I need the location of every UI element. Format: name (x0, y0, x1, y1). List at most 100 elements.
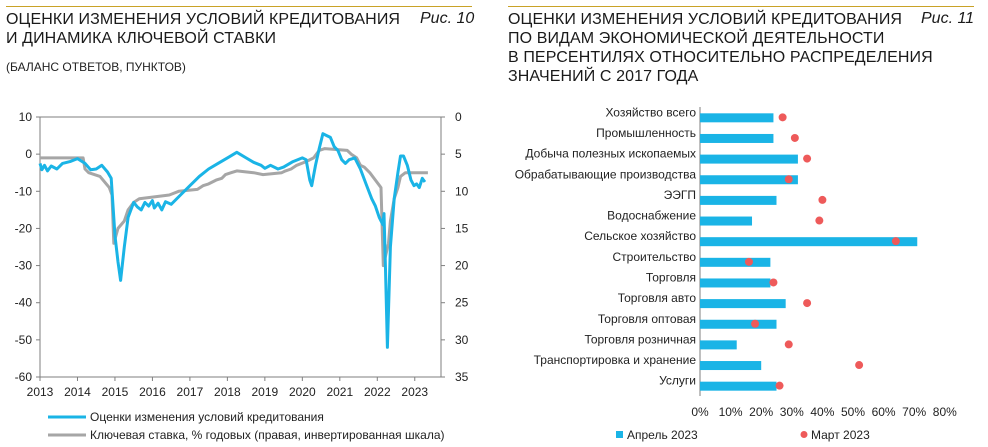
figure-11-title-line: ПО ВИДАМ ЭКОНОМИЧЕСКОЙ ДЕЯТЕЛЬНОСТИ (508, 30, 885, 47)
bar-april-2023 (700, 381, 777, 391)
right-axis-tick-label: 35 (455, 370, 469, 384)
x-axis-tick-label: 2020 (289, 385, 316, 399)
right-axis-tick-label: 5 (455, 147, 462, 161)
category-label: Торговля оптовая (598, 312, 696, 326)
bar-april-2023 (700, 133, 774, 143)
left-axis-tick-label: -20 (15, 221, 33, 235)
x-axis-tick-label: 20% (749, 405, 773, 419)
dot-march-2023 (784, 340, 793, 349)
bar-chart: Хозяйство всего Промышленность Добыча поле… (515, 105, 957, 442)
x-axis-tick-label: 80% (933, 405, 957, 419)
x-axis-tick-label: 2018 (214, 385, 241, 399)
category-label: Водоснабжение (607, 209, 696, 223)
right-axis-tick-label: 0 (455, 110, 462, 124)
category-label: Обрабатывающие производства (515, 167, 697, 181)
title-rule (6, 6, 472, 7)
figure-10-title-line: ОЦЕНКИ ИЗМЕНЕНИЯ УСЛОВИЙ КРЕДИТОВАНИЯ (6, 11, 401, 28)
left-axis-tick-label: -30 (15, 259, 33, 273)
category-label: Торговля авто (618, 291, 697, 305)
category-label: Добыча полезных ископаемых (525, 147, 696, 161)
dot-march-2023 (855, 361, 864, 370)
left-axis-tick-label: -10 (15, 184, 33, 198)
x-axis-tick-label: 2015 (102, 385, 129, 399)
dot-march-2023 (784, 175, 793, 184)
figure-11-panel: ОЦЕНКИ ИЗМЕНЕНИЯ УСЛОВИЙ КРЕДИТОВАНИЯ ПО… (508, 0, 988, 447)
left-axis-tick-label: -40 (15, 296, 33, 310)
x-axis-tick-label: 50% (841, 405, 865, 419)
left-axis-tick-label: -50 (15, 333, 33, 347)
x-axis-tick-label: 10% (719, 405, 743, 419)
category-label: Услуги (659, 374, 696, 388)
x-axis-tick-label: 60% (872, 405, 896, 419)
legend-label: Ключевая ставка, % годовых (правая, инве… (90, 428, 445, 442)
x-axis-tick-label: 0% (691, 405, 709, 419)
dot-march-2023 (803, 299, 812, 308)
figure-10-panel: ОЦЕНКИ ИЗМЕНЕНИЯ УСЛОВИЙ КРЕДИТОВАНИЯ И … (0, 0, 480, 447)
figure-11-label: Рис. 11 (921, 10, 975, 27)
right-axis-tick-label: 25 (455, 296, 469, 310)
dot-march-2023 (891, 237, 900, 246)
left-axis-tick-label: 0 (25, 147, 32, 161)
dot-march-2023 (818, 195, 827, 204)
x-axis-tick-label: 2019 (252, 385, 279, 399)
bar-april-2023 (700, 319, 777, 329)
figure-10-subtitle: (БАЛАНС ОТВЕТОВ, ПУНКТОВ) (6, 60, 186, 74)
bar-april-2023 (700, 237, 918, 247)
category-label: Торговля (646, 270, 696, 284)
right-axis-tick-label: 20 (455, 259, 469, 273)
right-axis-tick-label: 15 (455, 221, 469, 235)
legend-swatch-dot (800, 431, 808, 438)
x-axis-tick-label: 40% (810, 405, 834, 419)
figure-10-title: ОЦЕНКИ ИЗМЕНЕНИЯ УСЛОВИЙ КРЕДИТОВАНИЯ И … (6, 10, 400, 48)
x-axis-tick-label: 2014 (64, 385, 91, 399)
legend-label: Март 2023 (811, 428, 870, 442)
category-label: Транспортировка и хранение (534, 353, 697, 367)
category-label: Строительство (612, 250, 696, 264)
x-axis-tick-label: 2021 (326, 385, 353, 399)
bar-april-2023 (700, 113, 774, 123)
figure-10-label: Рис. 10 (420, 10, 475, 27)
figure-11-title-line: ОЦЕНКИ ИЗМЕНЕНИЯ УСЛОВИЙ КРЕДИТОВАНИЯ (508, 11, 903, 28)
bar-april-2023 (700, 216, 753, 226)
left-axis-tick-label: 10 (19, 110, 33, 124)
bar-april-2023 (700, 154, 798, 164)
plot-frame (39, 116, 442, 378)
legend-swatch-bar (616, 431, 623, 438)
bar-april-2023 (700, 278, 771, 288)
category-label: Торговля розничная (584, 332, 696, 346)
x-axis-tick-label: 2013 (27, 385, 54, 399)
right-axis-tick-label: 30 (455, 333, 469, 347)
bar-april-2023 (700, 299, 786, 309)
dot-march-2023 (803, 154, 812, 163)
x-axis-tick-label: 2016 (139, 385, 166, 399)
dot-march-2023 (815, 216, 824, 225)
figure-11-title: ОЦЕНКИ ИЗМЕНЕНИЯ УСЛОВИЙ КРЕДИТОВАНИЯ ПО… (508, 10, 933, 86)
x-axis-tick-label: 30% (780, 405, 804, 419)
dot-march-2023 (744, 257, 753, 266)
figure-11-title-line: В ПЕРСЕНТИЛЯХ ОТНОСИТЕЛЬНО РАСПРЕДЕЛЕНИЯ (508, 49, 933, 66)
category-label: Сельское хозяйство (584, 229, 696, 243)
category-label: Промышленность (596, 126, 696, 140)
bar-april-2023 (700, 257, 771, 267)
lending-conditions-series-line (38, 132, 427, 349)
dot-march-2023 (769, 278, 778, 287)
line-chart: 10 0 -10 -20 -30 -40 -50 -60 0 5 10 15 20 25 30 35 2013 2… (15, 110, 469, 442)
figure-10-title-line: И ДИНАМИКА КЛЮЧЕВОЙ СТАВКИ (6, 30, 277, 47)
bar-april-2023 (700, 175, 798, 185)
legend-label: Оценки изменения условий кредитования (90, 410, 324, 424)
bar-april-2023 (700, 195, 777, 205)
dot-march-2023 (751, 319, 760, 328)
legend-label: Апрель 2023 (627, 428, 698, 442)
right-axis-tick-label: 10 (455, 184, 469, 198)
dot-march-2023 (790, 133, 799, 142)
dot-march-2023 (775, 381, 784, 390)
left-axis-tick-label: -60 (15, 370, 33, 384)
title-rule (508, 6, 974, 7)
category-label: ЭЭГП (664, 188, 696, 202)
x-axis-tick-label: 2022 (364, 385, 391, 399)
x-axis-tick-label: 2023 (401, 385, 428, 399)
dot-march-2023 (778, 113, 787, 122)
x-axis-tick-label: 70% (902, 405, 926, 419)
figure-11-title-line: ЗНАЧЕНИЙ С 2017 ГОДА (508, 68, 699, 85)
bar-april-2023 (700, 340, 737, 350)
